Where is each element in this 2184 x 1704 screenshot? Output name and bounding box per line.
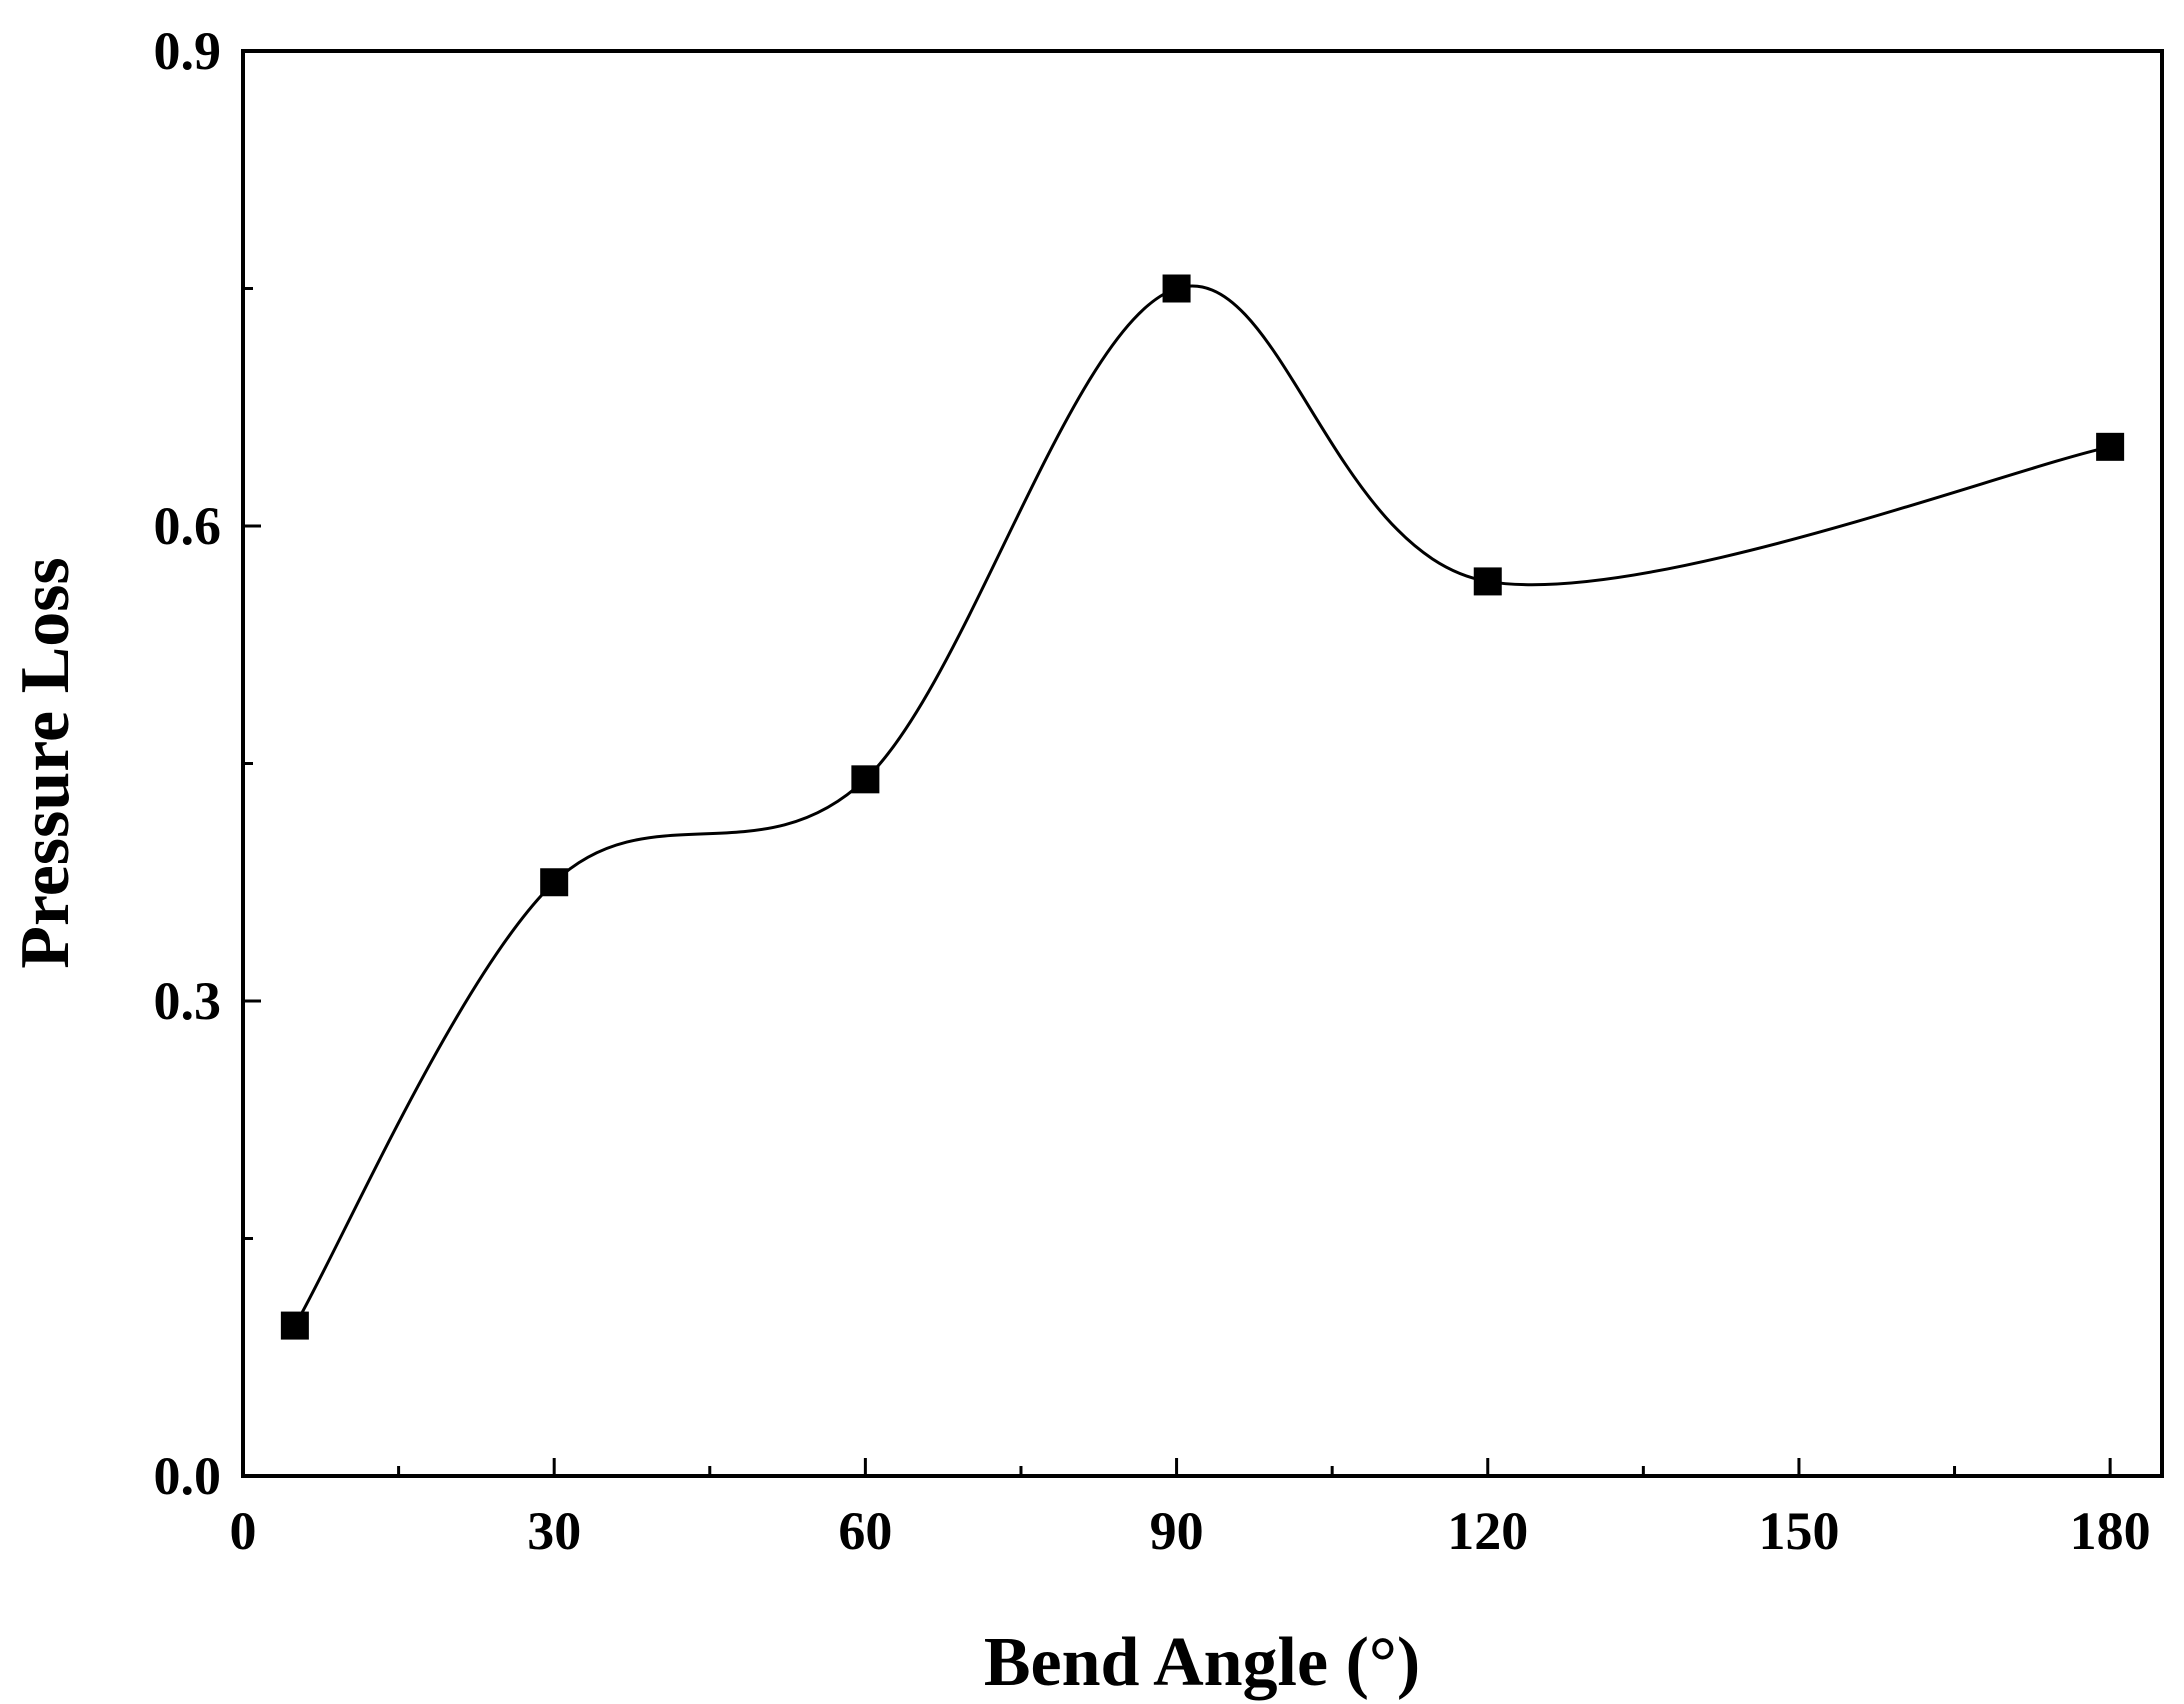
- data-point-marker: [2096, 432, 2125, 461]
- data-point-marker: [280, 1311, 309, 1340]
- x-tick-label: 120: [1447, 1501, 1528, 1561]
- y-tick-label: 0.6: [154, 496, 222, 556]
- data-markers: [280, 274, 2125, 1340]
- x-tick-label: 30: [527, 1501, 581, 1561]
- x-tick-label: 60: [838, 1501, 892, 1561]
- y-tick-label: 0.0: [154, 1446, 222, 1506]
- x-tick-label: 150: [1758, 1501, 1839, 1561]
- axis-tick-labels: 0 30 60 90 120 150 180 0.0 0.3 0.6 0.9: [154, 21, 2151, 1561]
- data-point-marker: [1473, 567, 1502, 596]
- data-point-marker: [851, 765, 880, 794]
- plot-frame: [241, 49, 2164, 1478]
- x-tick-label: 90: [1150, 1501, 1204, 1561]
- series-line: [293, 284, 2111, 1327]
- y-tick-label: 0.3: [154, 971, 222, 1031]
- x-axis-title: Bend Angle (°): [984, 1624, 1420, 1701]
- y-axis-title: Pressure Loss: [7, 557, 84, 969]
- data-point-marker: [1162, 274, 1191, 303]
- data-point-marker: [540, 868, 569, 897]
- x-tick-label: 0: [230, 1501, 257, 1561]
- y-tick-label: 0.9: [154, 21, 222, 81]
- axis-ticks: [241, 49, 2112, 1478]
- x-tick-label: 180: [2070, 1501, 2151, 1561]
